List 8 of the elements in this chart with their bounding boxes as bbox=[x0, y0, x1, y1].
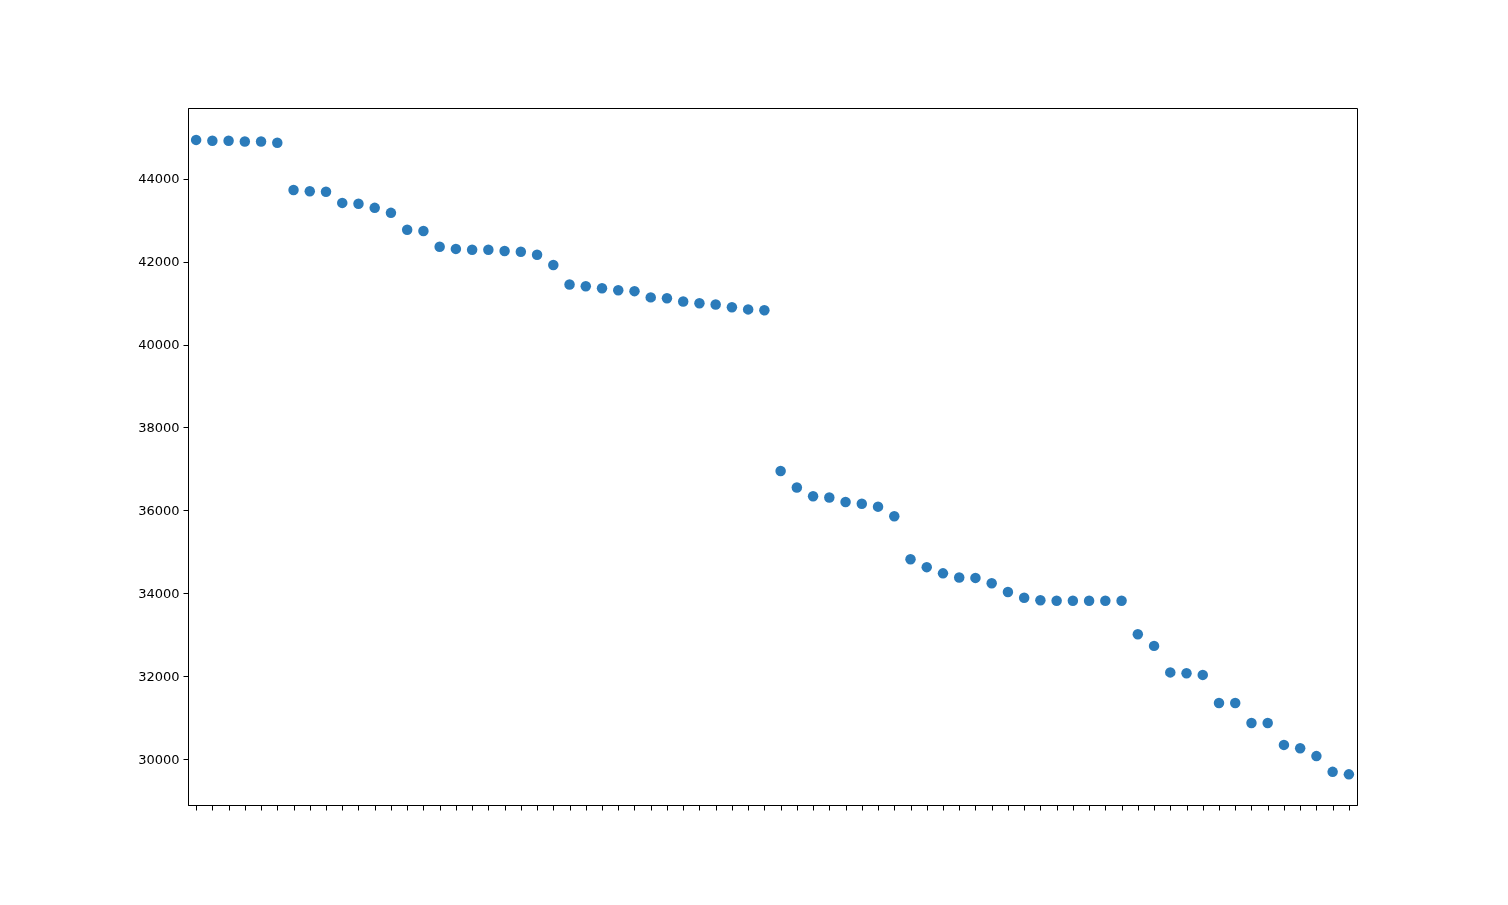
y-tick-label: 36000 bbox=[138, 502, 180, 518]
y-tick-label: 34000 bbox=[138, 585, 180, 601]
y-tick-label: 30000 bbox=[138, 751, 180, 767]
y-tick-label: 42000 bbox=[138, 254, 180, 270]
y-tick-label: 32000 bbox=[138, 668, 180, 684]
y-tick-label: 40000 bbox=[138, 337, 180, 353]
y-tick-label: 44000 bbox=[138, 171, 180, 187]
y-tick-label: 38000 bbox=[138, 419, 180, 435]
